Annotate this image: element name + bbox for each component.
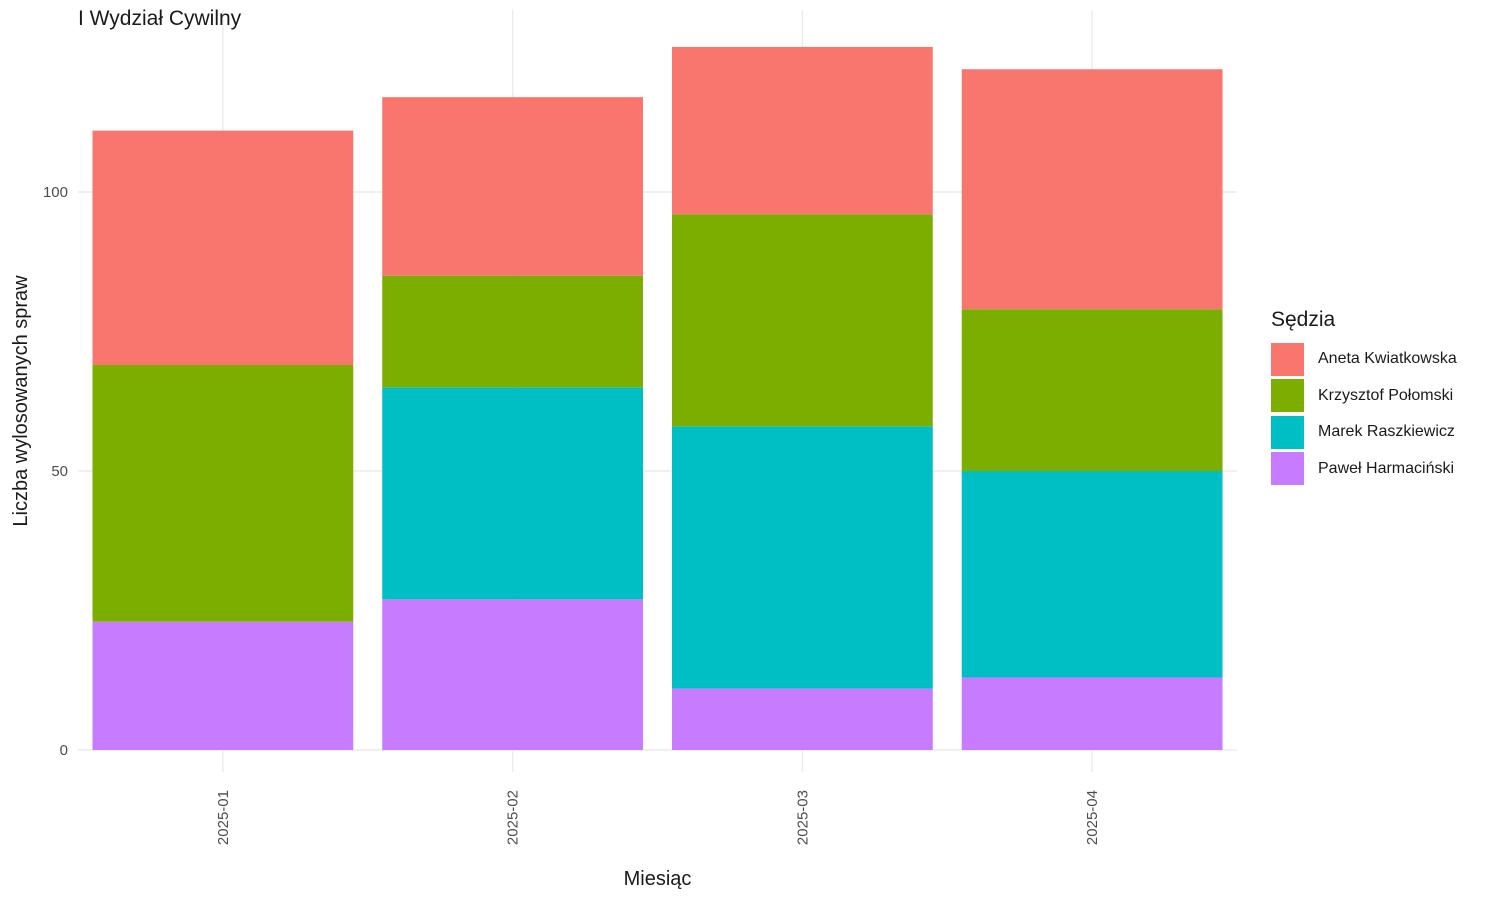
bar-aneta-kwiatkowska-2025-04: [961, 69, 1223, 310]
chart-title: I Wydział Cywilny: [78, 7, 242, 30]
legend-label: Marek Raszkiewicz: [1318, 423, 1455, 441]
bar-krzysztof-po-omski-2025-01: [92, 364, 354, 622]
legend-label: Aneta Kwiatkowska: [1318, 350, 1457, 368]
bar-krzysztof-po-omski-2025-02: [382, 275, 644, 388]
x-tick-label: 2025-01: [215, 790, 232, 845]
legend-label: Paweł Harmaciński: [1318, 459, 1455, 477]
bar-pawe-harmaci-ski-2025-03: [671, 688, 933, 750]
x-axis-title: Miesiąc: [624, 868, 692, 890]
bar-pawe-harmaci-ski-2025-04: [961, 677, 1223, 750]
x-tick-label: 2025-03: [794, 790, 811, 845]
y-tick-label: 100: [43, 184, 68, 201]
legend-item: Aneta Kwiatkowska: [1271, 341, 1457, 378]
bar-aneta-kwiatkowska-2025-02: [382, 97, 644, 276]
legend-title: Sędzia: [1271, 308, 1336, 331]
legend-key: [1271, 342, 1304, 376]
bar-pawe-harmaci-ski-2025-01: [92, 621, 354, 750]
legend-items: Aneta Kwiatkowska Krzysztof Połomski Marek…: [1271, 341, 1457, 487]
bar-pawe-harmaci-ski-2025-02: [382, 599, 644, 750]
bar-marek-raszkiewicz-2025-04: [961, 471, 1223, 678]
y-axis-title: Liczba wylosowanych spraw: [10, 275, 32, 527]
bar-marek-raszkiewicz-2025-03: [671, 426, 933, 689]
bar-aneta-kwiatkowska-2025-01: [92, 130, 354, 365]
legend-key: [1271, 379, 1304, 413]
x-tick-label: 2025-02: [505, 790, 522, 845]
legend-label: Krzysztof Połomski: [1318, 386, 1454, 404]
bar-aneta-kwiatkowska-2025-03: [671, 46, 933, 215]
legend-item: Krzysztof Połomski: [1271, 378, 1457, 415]
y-tick-label: 0: [60, 742, 68, 759]
x-tick-label: 2025-04: [1084, 790, 1101, 845]
legend-key: [1271, 452, 1304, 486]
legend-item: Marek Raszkiewicz: [1271, 414, 1457, 451]
legend: Sędzia Aneta Kwiatkowska Krzysztof Połoms…: [1271, 308, 1457, 487]
legend-item: Paweł Harmaciński: [1271, 451, 1457, 488]
legend-key: [1271, 415, 1304, 449]
bar-krzysztof-po-omski-2025-03: [671, 214, 933, 427]
y-tick-label: 50: [51, 463, 68, 480]
bar-marek-raszkiewicz-2025-02: [382, 387, 644, 600]
bar-krzysztof-po-omski-2025-04: [961, 309, 1223, 471]
